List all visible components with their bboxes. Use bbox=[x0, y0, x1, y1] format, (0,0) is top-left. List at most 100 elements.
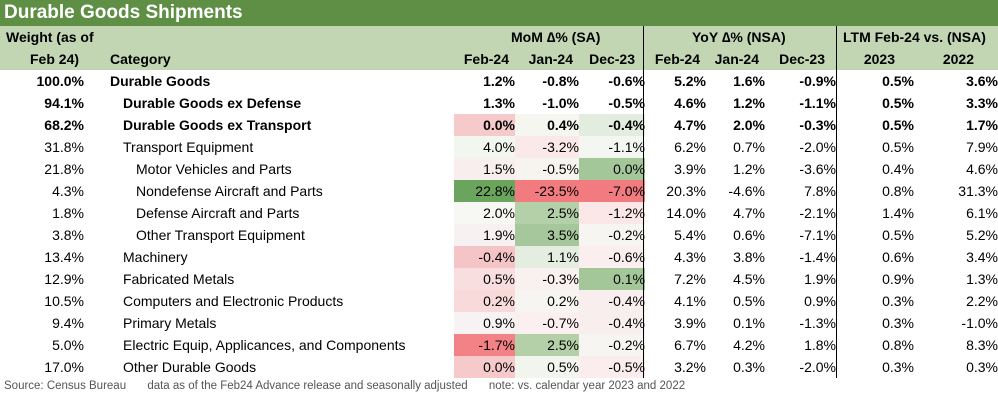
value-cell: 0.5% bbox=[882, 139, 914, 155]
value-cell: -3.2% bbox=[515, 136, 579, 158]
table-row: 1.8% Defense Aircraft and Parts 2.0% 2.5% -1… bbox=[0, 202, 998, 224]
value-cell: 0.5% bbox=[733, 293, 765, 309]
value-cell: 1.2% bbox=[483, 73, 515, 89]
value-cell: -2.0% bbox=[799, 359, 836, 375]
value-cell: 2.2% bbox=[966, 293, 998, 309]
table-header: Weight (as of Feb 24) Category MoM ∆% (S… bbox=[0, 26, 998, 70]
value-cell: -0.5% bbox=[515, 158, 579, 180]
value-cell: -1.1% bbox=[799, 95, 836, 111]
table-row: 21.8% Motor Vehicles and Parts 1.5% -0.5% 0.… bbox=[0, 158, 998, 180]
value-cell: 0.5% bbox=[515, 356, 579, 378]
value-cell: 4.3% bbox=[674, 249, 706, 265]
page-title: Durable Goods Shipments bbox=[4, 2, 243, 23]
value-cell: 0.4% bbox=[515, 114, 579, 136]
weight-cell: 68.2% bbox=[44, 117, 84, 133]
category-cell: Transport Equipment bbox=[123, 139, 254, 155]
header-col-yoy-dec23: Dec-23 bbox=[779, 51, 825, 67]
value-cell: -0.6% bbox=[608, 73, 645, 89]
value-cell: 1.9% bbox=[454, 224, 515, 246]
value-cell: -0.4% bbox=[579, 290, 645, 312]
table-row: 17.0% Other Durable Goods 0.0% 0.5% -0.5% 3.2… bbox=[0, 356, 998, 378]
value-cell: -7.1% bbox=[799, 227, 836, 243]
value-cell: -23.5% bbox=[515, 180, 579, 202]
value-cell: 3.8% bbox=[733, 249, 765, 265]
weight-cell: 12.9% bbox=[44, 271, 84, 287]
value-cell: -1.2% bbox=[579, 202, 645, 224]
value-cell: 7.8% bbox=[804, 183, 836, 199]
title-bar: Durable Goods Shipments bbox=[0, 0, 998, 26]
header-ltm-group: LTM Feb-24 vs. (NSA) bbox=[843, 29, 986, 45]
table-row: 68.2% Durable Goods ex Transport 0.0% 0.4% -… bbox=[0, 114, 998, 136]
value-cell: 6.2% bbox=[674, 139, 706, 155]
value-cell: 0.5% bbox=[454, 268, 515, 290]
value-cell: 2.0% bbox=[454, 202, 515, 224]
value-cell: 5.2% bbox=[966, 227, 998, 243]
value-cell: 0.2% bbox=[454, 290, 515, 312]
value-cell: 3.6% bbox=[966, 73, 998, 89]
category-cell: Nondefense Aircraft and Parts bbox=[136, 183, 323, 199]
value-cell: 0.0% bbox=[579, 158, 645, 180]
weight-cell: 5.0% bbox=[52, 337, 84, 353]
value-cell: -0.4% bbox=[579, 312, 645, 334]
value-cell: -1.4% bbox=[799, 249, 836, 265]
footer-note-release: data as of the Feb24 Advance release and… bbox=[147, 380, 468, 392]
weight-cell: 1.8% bbox=[52, 205, 84, 221]
value-cell: 0.1% bbox=[733, 315, 765, 331]
value-cell: 4.5% bbox=[733, 271, 765, 287]
value-cell: 5.4% bbox=[674, 227, 706, 243]
table-row: 9.4% Primary Metals 0.9% -0.7% -0.4% 3.9% 0.1%… bbox=[0, 312, 998, 334]
value-cell: 2.5% bbox=[515, 202, 579, 224]
divider-mom-yoy bbox=[643, 26, 644, 378]
header-yoy-group: YoY ∆% (NSA) bbox=[692, 29, 786, 45]
value-cell: 1.2% bbox=[733, 161, 765, 177]
value-cell: -0.9% bbox=[799, 73, 836, 89]
value-cell: 8.3% bbox=[966, 337, 998, 353]
category-cell: Fabricated Metals bbox=[123, 271, 235, 287]
weight-cell: 31.8% bbox=[44, 139, 84, 155]
value-cell: -7.0% bbox=[579, 180, 645, 202]
value-cell: 0.8% bbox=[882, 337, 914, 353]
value-cell: 0.5% bbox=[882, 117, 914, 133]
value-cell: 0.3% bbox=[882, 359, 914, 375]
value-cell: 0.5% bbox=[882, 95, 914, 111]
header-col-mom-dec23: Dec-23 bbox=[589, 51, 635, 67]
value-cell: 0.9% bbox=[882, 271, 914, 287]
value-cell: 7.2% bbox=[674, 271, 706, 287]
value-cell: -3.6% bbox=[799, 161, 836, 177]
value-cell: 1.8% bbox=[804, 337, 836, 353]
category-cell: Defense Aircraft and Parts bbox=[136, 205, 300, 221]
table-row: 3.8% Other Transport Equipment 1.9% 3.5% -0.… bbox=[0, 224, 998, 246]
header-col-yoy-feb24: Feb-24 bbox=[654, 51, 700, 67]
value-cell: 2.5% bbox=[515, 334, 579, 356]
header-col-mom-jan24: Jan-24 bbox=[528, 51, 573, 67]
weight-cell: 9.4% bbox=[52, 315, 84, 331]
table-row: 94.1% Durable Goods ex Defense 1.3% -1.0% -0… bbox=[0, 92, 998, 114]
value-cell: -2.0% bbox=[799, 139, 836, 155]
header-col-ltm-2022: 2022 bbox=[942, 51, 974, 67]
value-cell: 5.2% bbox=[674, 73, 706, 89]
value-cell: 0.0% bbox=[454, 114, 515, 136]
value-cell: 1.5% bbox=[454, 158, 515, 180]
value-cell: 3.4% bbox=[966, 249, 998, 265]
value-cell: 0.8% bbox=[882, 183, 914, 199]
value-cell: 0.7% bbox=[733, 139, 765, 155]
value-cell: -0.8% bbox=[542, 73, 579, 89]
value-cell: 1.1% bbox=[515, 246, 579, 268]
value-cell: -0.5% bbox=[608, 95, 645, 111]
value-cell: 3.3% bbox=[966, 95, 998, 111]
weight-cell: 100.0% bbox=[36, 73, 84, 89]
value-cell: -0.2% bbox=[579, 224, 645, 246]
value-cell: 22.8% bbox=[454, 180, 515, 202]
value-cell: 0.2% bbox=[515, 290, 579, 312]
value-cell: -0.5% bbox=[579, 356, 645, 378]
value-cell: 0.3% bbox=[882, 315, 914, 331]
data-table: 100.0% Durable Goods 1.2% -0.8% -0.6% 5.2% 1.6… bbox=[0, 70, 998, 378]
table-row: 13.4% Machinery -0.4% 1.1% -0.6% 4.3% 3.8% -1.4… bbox=[0, 246, 998, 268]
value-cell: 4.6% bbox=[966, 161, 998, 177]
value-cell: -1.3% bbox=[799, 315, 836, 331]
value-cell: 3.2% bbox=[674, 359, 706, 375]
category-cell: Electric Equip, Applicances, and Compone… bbox=[123, 337, 406, 353]
table-row: 10.5% Computers and Electronic Products 0.… bbox=[0, 290, 998, 312]
header-weight-line1: Weight (as of bbox=[6, 29, 94, 45]
value-cell: 4.1% bbox=[674, 293, 706, 309]
